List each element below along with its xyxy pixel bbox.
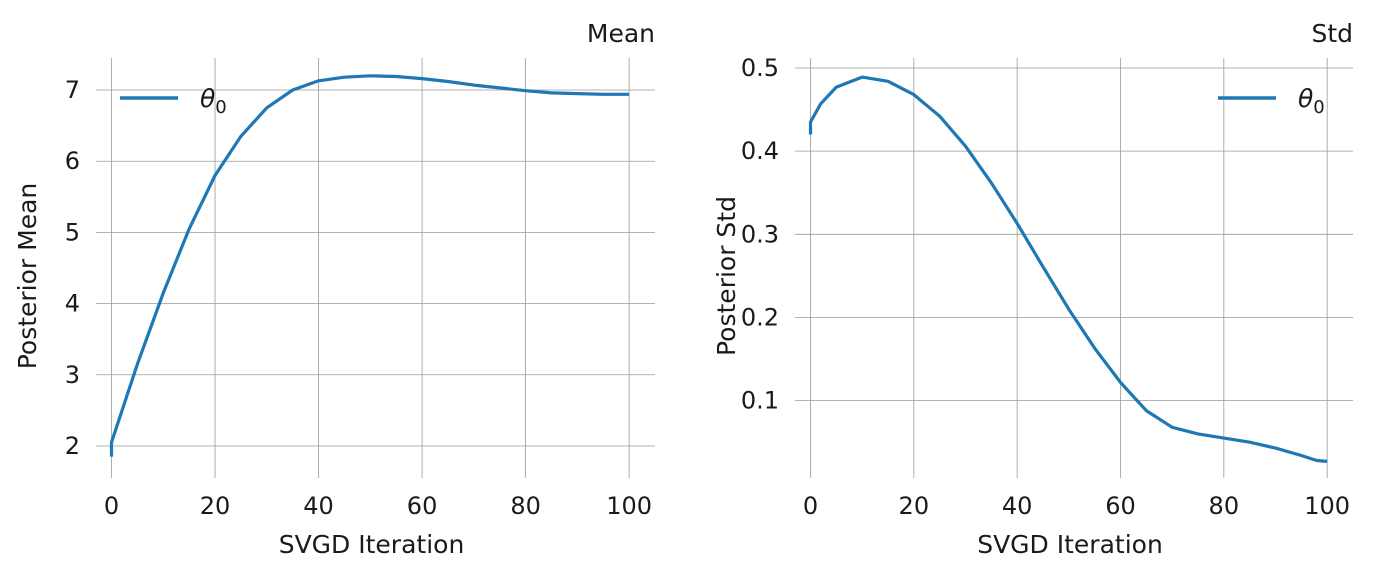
mean-ytick-label: 6: [65, 147, 80, 175]
mean-series-line: [109, 74, 630, 457]
std-chart-title: Std: [1311, 19, 1353, 48]
std-ytick-label: 0.3: [741, 220, 779, 248]
mean-ytick-label: 5: [65, 218, 80, 246]
std-series-line: [808, 75, 1328, 463]
mean-y-axis-label: Posterior Mean: [13, 183, 42, 370]
mean-ytick-label: 2: [65, 432, 80, 460]
std-x-axis-label: SVGD Iteration: [977, 530, 1163, 559]
std-y-axis-label: Posterior Std: [712, 196, 741, 356]
std-xtick-label: 20: [899, 492, 930, 520]
mean-xtick-label: 0: [104, 492, 119, 520]
std-xtick-label: 0: [803, 492, 818, 520]
std-legend: θ0: [1218, 84, 1325, 118]
mean-chart-title: Mean: [587, 19, 655, 48]
mean-legend: θ0: [120, 84, 227, 118]
mean-ytick-label: 4: [65, 290, 80, 318]
std-xtick-label: 60: [1105, 492, 1136, 520]
mean-xtick-label: 80: [510, 492, 541, 520]
std-legend-label: θ0: [1298, 84, 1325, 118]
mean-x-axis-label: SVGD Iteration: [279, 530, 465, 559]
mean-xtick-label: 40: [303, 492, 334, 520]
std-xtick-label: 80: [1209, 492, 1240, 520]
std-ytick-label: 0.5: [741, 54, 779, 82]
mean-ytick-label: 7: [65, 76, 80, 104]
mean-panel: 0 20 40 60 80 100 2 3 4 5 6 7 Mean SVGD Iteration Post…: [13, 19, 655, 559]
std-xtick-label: 40: [1002, 492, 1033, 520]
std-xtick-label: 100: [1304, 492, 1350, 520]
std-panel: 0 20 40 60 80 100 0.1 0.2 0.3 0.4 0.5 Std SVGD Itera…: [712, 19, 1353, 559]
mean-xtick-label: 60: [407, 492, 438, 520]
std-ytick-label: 0.2: [741, 303, 779, 331]
std-ytick-label: 0.4: [741, 137, 779, 165]
mean-legend-label: θ0: [200, 84, 227, 118]
mean-xtick-label: 20: [200, 492, 231, 520]
mean-ytick-label: 3: [65, 361, 80, 389]
std-ytick-label: 0.1: [741, 387, 779, 415]
mean-xtick-label: 100: [606, 492, 652, 520]
